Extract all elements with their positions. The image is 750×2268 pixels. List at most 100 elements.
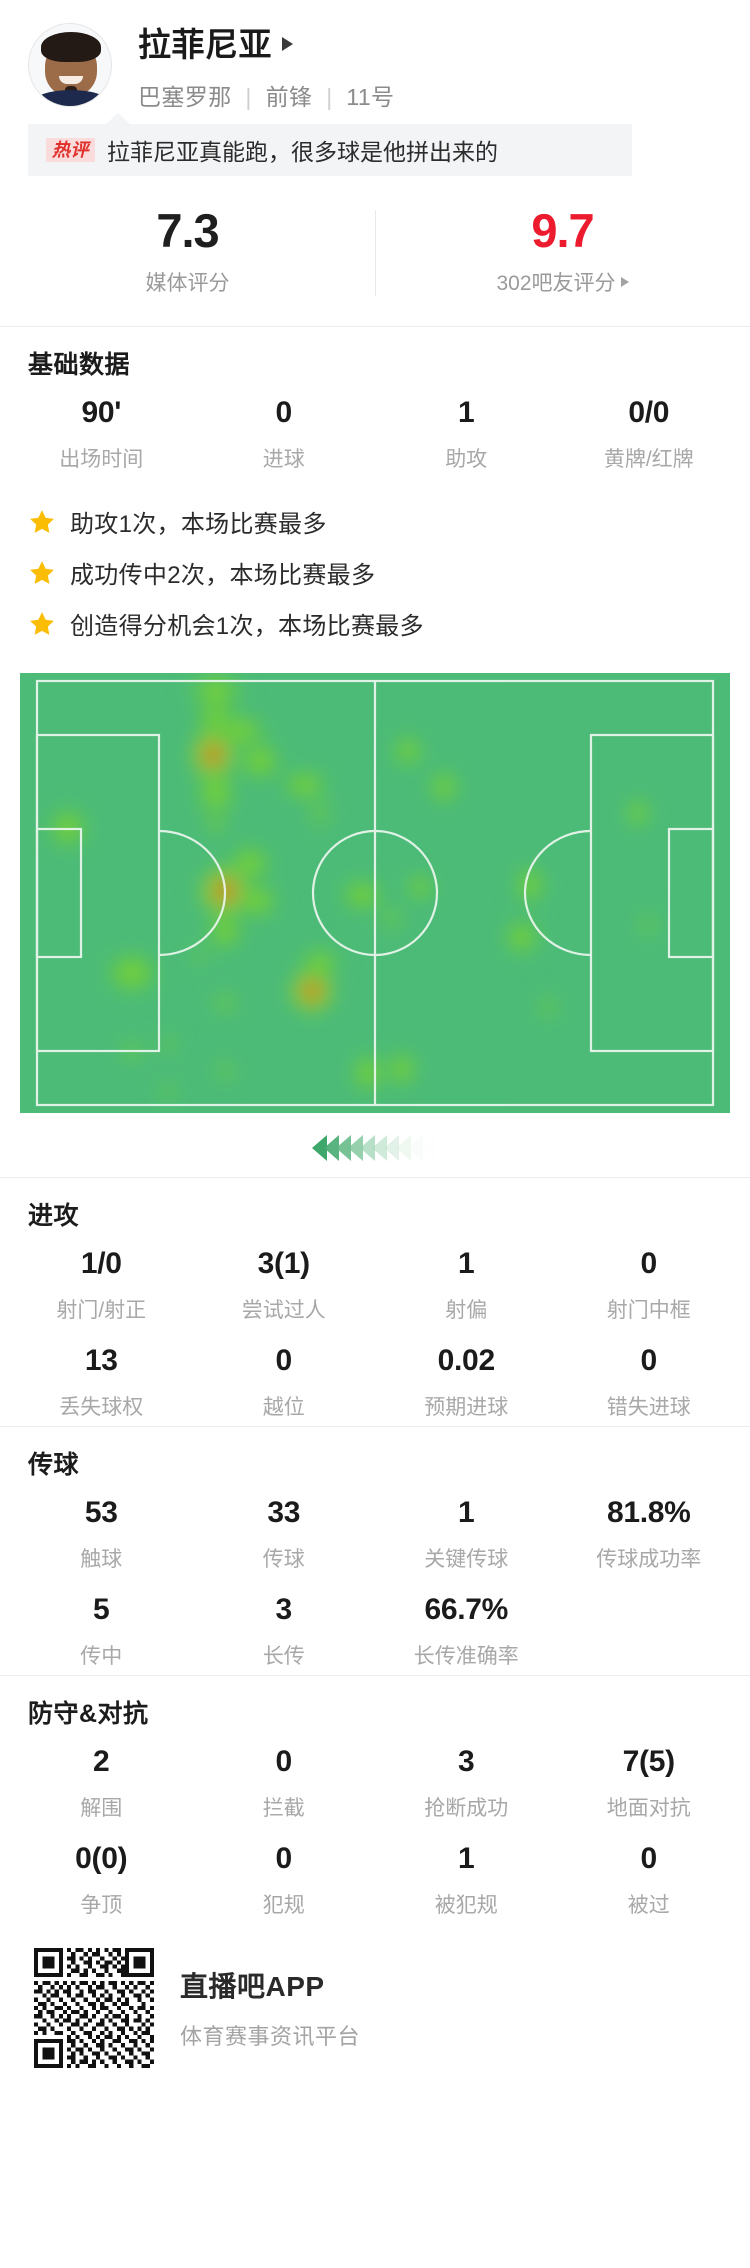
fan-rating-value: 9.7 [531,204,594,257]
stat-label: 长传 [262,1645,305,1668]
stat-value: 33 [267,1496,301,1529]
section-basic: 基础数据 90' 出场时间 0 进球 1 助攻 0/0 黄牌/红牌 [0,327,750,478]
list-item: 创造得分机会1次，本场比赛最多 [0,598,750,649]
player-header: 拉菲尼亚 巴塞罗那 | 前锋 | 11号 [0,0,750,110]
hot-comment-text: 拉菲尼亚真能跑，很多球是他拼出来的 [107,139,498,165]
stat-value: 0/0 [628,396,670,429]
table-row: 2 解围 0 拦截 3 抢断成功 7(5) 地面对抗 [10,1730,740,1827]
stat-cell: 0 犯规 [193,1841,376,1919]
stat-value: 0 [275,1745,293,1778]
stat-cell: 0 拦截 [193,1744,376,1822]
pitch-markings [35,679,715,1107]
stat-label: 传球成功率 [596,1548,702,1571]
stat-value: 0 [640,1344,658,1377]
heatmap-wrap [0,663,750,1177]
star-icon [30,560,54,584]
player-name-row[interactable]: 拉菲尼亚 [138,18,394,66]
section-title-passing: 传球 [28,1451,80,1479]
stat-value: 0 [640,1842,658,1875]
stat-label: 进球 [262,448,305,471]
highlight-text: 成功传中2次，本场比赛最多 [70,562,376,589]
stat-label: 传中 [80,1645,123,1668]
stat-value: 0 [275,1344,293,1377]
stat-cell: 3(1) 尝试过人 [193,1246,376,1324]
stat-value: 0.02 [437,1344,496,1377]
section-title-attack: 进攻 [28,1202,80,1230]
stat-value: 1 [458,1247,475,1280]
chevron-left-icon [396,1135,411,1161]
stat-cell: 0 进球 [193,395,376,473]
fan-rating-cell[interactable]: 9.7 302吧友评分 [375,200,750,326]
chevron-left-icon [372,1135,387,1161]
meta-separator-2: | [326,84,333,110]
table-row: 53 触球 33 传球 1 关键传球 81.8% 传球成功率 [10,1481,740,1578]
stat-value: 1 [458,1842,475,1875]
stat-label: 争顶 [80,1894,123,1917]
stat-grid-basic: 90' 出场时间 0 进球 1 助攻 0/0 黄牌/红牌 [0,381,750,478]
table-row: 13 丢失球权 0 越位 0.02 预期进球 0 错失进球 [10,1329,740,1426]
divider [0,326,750,327]
fan-rating-label-text: 302吧友评分 [496,272,616,296]
chevron-right-icon[interactable] [620,277,629,288]
qr-code-icon[interactable] [34,1948,154,2068]
stat-label: 射门中框 [606,1299,691,1322]
stat-value: 0 [275,1842,293,1875]
table-row: 90' 出场时间 0 进球 1 助攻 0/0 黄牌/红牌 [10,381,740,478]
stat-value: 3(1) [257,1247,310,1280]
stat-grid-passing: 53 触球 33 传球 1 关键传球 81.8% 传球成功率 5 传中 3 [0,1481,750,1675]
hot-comment-bubble[interactable]: 热评 拉菲尼亚真能跑，很多球是他拼出来的 [28,113,632,176]
chevron-left-icon [360,1135,375,1161]
stat-cell: 13 丢失球权 [10,1343,193,1421]
stat-cell: 33 传球 [193,1495,376,1573]
app-name: 直播吧APP [180,1971,325,2002]
stat-cell: 0(0) 争顶 [10,1841,193,1919]
table-row: 1/0 射门/射正 3(1) 尝试过人 1 射偏 0 射门中框 [10,1232,740,1329]
highlight-text: 创造得分机会1次，本场比赛最多 [70,613,424,640]
stat-label: 出场时间 [59,448,144,471]
stat-label: 预期进球 [424,1396,509,1419]
footer-text: 直播吧APP 体育赛事资讯平台 [180,1965,360,2051]
star-icon [30,611,54,635]
chevron-left-icon [348,1135,363,1161]
highlight-text: 助攻1次，本场比赛最多 [70,511,327,538]
chevron-right-icon[interactable] [282,37,293,51]
stat-value: 90' [81,396,122,429]
stat-label: 拦截 [262,1797,305,1820]
table-row: 0(0) 争顶 0 犯规 1 被犯规 0 被过 [10,1827,740,1924]
avatar-shoulders [35,90,107,106]
fan-rating-label[interactable]: 302吧友评分 [496,267,629,297]
stat-label: 尝试过人 [241,1299,326,1322]
stat-value: 0(0) [75,1842,128,1875]
divider [0,1675,750,1676]
stat-grid-attack: 1/0 射门/射正 3(1) 尝试过人 1 射偏 0 射门中框 13 丢失球权 [0,1232,750,1426]
chevron-left-icon [312,1135,327,1161]
media-rating-cell: 7.3 媒体评分 [0,200,375,326]
stat-label: 长传准确率 [413,1645,519,1668]
stat-value: 7(5) [622,1745,675,1778]
media-rating-value: 7.3 [156,204,219,257]
stat-value: 81.8% [606,1496,691,1529]
section-passing: 传球 53 触球 33 传球 1 关键传球 81.8% 传球成功率 5 传中 [0,1427,750,1675]
stat-cell: 1 被犯规 [375,1841,558,1919]
chevron-left-icon [420,1135,435,1161]
heatmap-layer [42,673,662,1105]
app-tagline: 体育赛事资讯平台 [180,2024,361,2049]
stat-value: 3 [275,1593,293,1626]
stat-value: 2 [93,1745,110,1778]
stat-cell: 1/0 射门/射正 [10,1246,193,1324]
stat-grid-defense: 2 解围 0 拦截 3 抢断成功 7(5) 地面对抗 0(0) 争顶 0 [0,1730,750,1924]
heatmap-pitch[interactable] [20,673,730,1113]
stat-value: 0 [275,396,293,429]
stat-label: 射偏 [445,1299,488,1322]
stat-cell: 3 抢断成功 [375,1744,558,1822]
avatar-smile [59,76,83,84]
stat-cell: 0/0 黄牌/红牌 [558,395,741,473]
stat-label: 传球 [262,1548,305,1571]
stat-cell: 0 被过 [558,1841,741,1919]
stat-label: 助攻 [445,448,488,471]
list-item: 成功传中2次，本场比赛最多 [0,547,750,598]
avatar[interactable] [28,23,112,107]
stat-value: 66.7% [424,1593,509,1626]
meta-separator-1: | [245,84,252,110]
stat-value: 53 [84,1496,118,1529]
